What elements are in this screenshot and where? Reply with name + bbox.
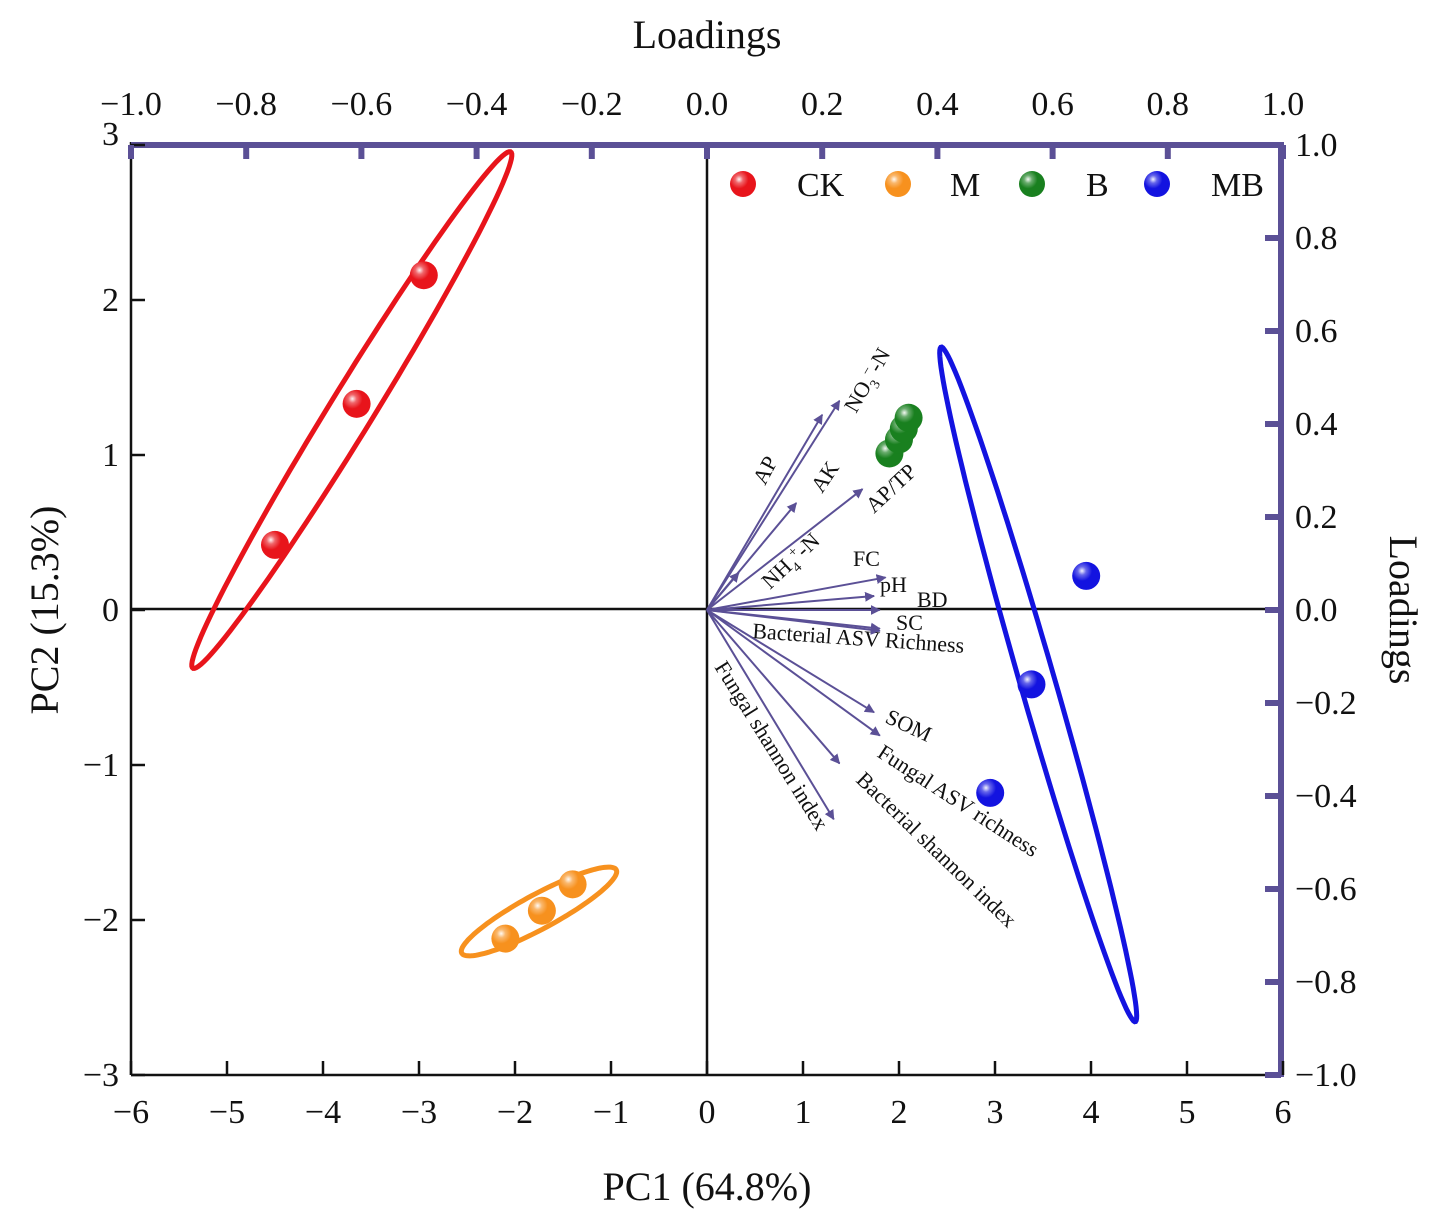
y-tick-label-6: 3 [102,116,119,153]
legend-item-b: B [1019,167,1109,204]
legend-item-ck: CK [730,167,845,204]
x-tick-label-0: −6 [113,1094,149,1131]
y-tick-label-3: 0 [102,592,119,629]
top-tick-label-6: 0.2 [801,86,844,123]
point-shine-m-1 [527,896,556,925]
right-axis-ticks: −1.0 −0.8 −0.6 −0.4 −0.2 0.0 0.2 0.4 0.6 0.8 1.0 [1265,127,1357,1094]
point-shine-mb-0 [1072,561,1101,590]
legend-marker-mb-shine [1144,171,1170,197]
vector-ap [706,413,824,611]
right-tick-label-3: −0.4 [1295,778,1357,815]
right-tick-label-8: 0.6 [1295,313,1338,350]
label-ak: AK [805,456,844,496]
y-tick-label-4: 1 [102,437,119,474]
top-axis-title: Loadings [633,12,782,57]
x-axis-ticks: −6 −5 −4 −3 −2 −1 0 1 2 3 4 5 6 [113,1061,1292,1131]
x-tick-label-10: 4 [1083,1094,1100,1131]
right-tick-label-7: 0.4 [1295,406,1338,443]
vector-som [706,609,875,714]
x-tick-label-1: −5 [209,1094,245,1131]
x-tick-label-11: 5 [1179,1094,1196,1131]
label-no3-n: NO3−-N [839,343,900,419]
x-axis-title: PC1 (64.8%) [603,1164,812,1209]
top-tick-label-7: 0.4 [916,86,959,123]
x-tick-label-6: 0 [699,1094,716,1131]
right-tick-label-2: −0.6 [1295,871,1357,908]
x-tick-label-12: 6 [1275,1094,1292,1131]
top-tick-label-4: −0.2 [561,86,623,123]
legend-marker-b-shine [1019,171,1045,197]
label-ph: pH [880,572,907,597]
top-tick-label-9: 0.8 [1147,86,1190,123]
y-tick-label-2: −1 [83,747,119,784]
x-tick-label-7: 1 [795,1094,812,1131]
x-tick-label-5: −1 [593,1094,629,1131]
legend-label-ck: CK [797,167,845,204]
point-shine-ck-1 [342,389,371,418]
vector-ph [706,591,876,611]
top-tick-label-0: −1.0 [100,86,162,123]
x-tick-label-9: 3 [987,1094,1004,1131]
point-shine-m-0 [491,924,520,953]
label-ap: AP [747,452,782,489]
legend-label-b: B [1086,167,1109,204]
y-tick-label-0: −3 [83,1057,119,1094]
right-tick-label-10: 1.0 [1295,127,1338,164]
y-tick-label-1: −2 [83,902,119,939]
right-tick-label-9: 0.8 [1295,220,1338,257]
label-fungal-shannon-index: Fungal shannon index [710,656,834,834]
vector-fungal-asv-richness [706,609,881,737]
y-tick-label-5: 2 [102,282,119,319]
x-tick-label-8: 2 [891,1094,908,1131]
label-fc: FC [853,546,880,571]
legend-label-mb: MB [1211,167,1264,204]
vector-fc [706,574,887,611]
legend-marker-m-shine [885,171,911,197]
vector-nh4-n [706,572,740,611]
score-points [261,261,1101,953]
top-tick-label-2: −0.6 [331,86,393,123]
right-axis-title: Loadings [1381,536,1426,685]
label-sc: SC [896,610,923,635]
right-tick-label-0: −1.0 [1295,1057,1357,1094]
vector-ap-tp [706,488,864,611]
top-tick-label-5: 0.0 [686,86,729,123]
x-tick-label-3: −3 [401,1094,437,1131]
point-shine-mb-2 [976,778,1005,807]
top-tick-label-8: 0.6 [1031,86,1074,123]
x-tick-label-2: −4 [305,1094,341,1131]
vector-bacterial-asv-richness [706,609,881,635]
right-tick-label-6: 0.2 [1295,499,1338,536]
point-shine-m-2 [558,870,587,899]
legend-item-m: M [885,167,980,204]
top-tick-label-3: −0.4 [446,86,508,123]
label-bd: BD [917,587,948,612]
loading-vectors [706,399,887,821]
right-tick-label-5: 0.0 [1295,592,1338,629]
point-shine-b-3 [894,403,923,432]
ellipse-mb [937,344,1140,1025]
legend-item-mb: MB [1144,167,1264,204]
vector-bacterial-shannon-index [706,609,841,765]
right-tick-label-4: −0.2 [1295,685,1357,722]
y-axis-ticks: −3 −2 −1 0 1 2 3 [83,116,145,1094]
top-axis-ticks: −1.0 −0.8 −0.6 −0.4 −0.2 0.0 0.2 0.4 0.6 0.8 1.0 [100,86,1304,159]
vector-labels: NO3−-N AP AK AP/TP NH4+-N FC pH BD SC Ba… [710,343,1044,932]
x-tick-label-4: −2 [497,1094,533,1131]
y-axis-title: PC2 (15.3%) [22,506,67,715]
point-shine-ck-2 [409,261,438,290]
top-tick-label-1: −0.8 [215,86,277,123]
point-shine-mb-1 [1017,670,1046,699]
top-tick-label-10: 1.0 [1262,86,1305,123]
legend-marker-ck-shine [730,171,756,197]
label-bacterial-asv-richness: Bacterial ASV Richness [752,618,965,658]
legend: CK M B MB [730,167,1264,204]
legend-label-m: M [950,167,980,204]
vector-fungal-shannon-index [706,609,835,821]
point-shine-ck-0 [261,530,289,559]
right-tick-label-1: −0.8 [1295,964,1357,1001]
